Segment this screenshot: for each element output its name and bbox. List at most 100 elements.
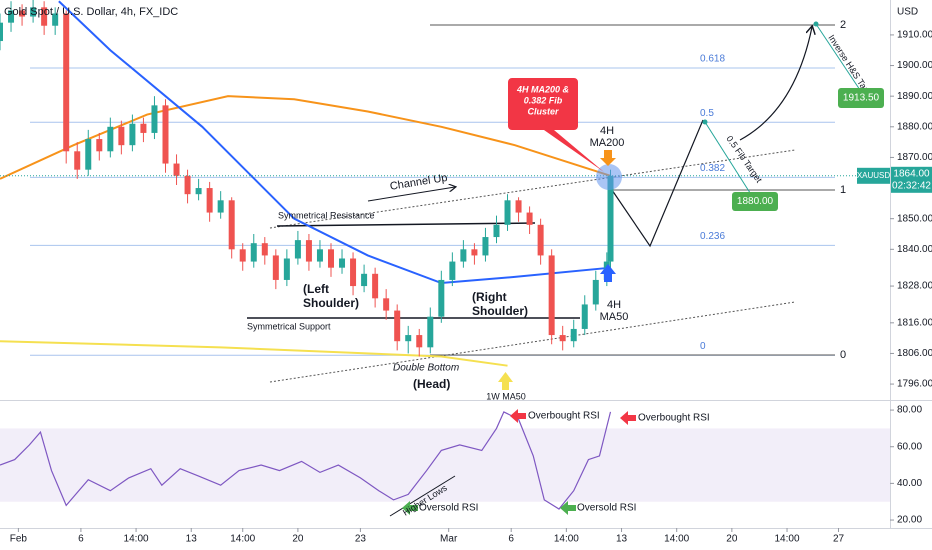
target-line bbox=[704, 121, 753, 197]
candle-body bbox=[74, 151, 81, 170]
channel-bottom bbox=[269, 301, 796, 383]
target-box bbox=[732, 192, 778, 211]
x-tick-label: Mar bbox=[440, 534, 458, 545]
annotation: Overbought RSI bbox=[638, 413, 710, 424]
annotation: Double Bottom bbox=[393, 363, 459, 374]
annotation: (Right bbox=[472, 290, 507, 304]
y-tick-label: 1816.00 bbox=[897, 317, 932, 328]
callout-text: Cluster bbox=[527, 106, 559, 116]
candle-body bbox=[438, 279, 445, 317]
x-tick-label: 23 bbox=[355, 534, 367, 545]
channel-arrow bbox=[367, 187, 455, 202]
candle-body bbox=[140, 123, 147, 133]
candle-body bbox=[206, 188, 213, 213]
candle-body bbox=[261, 243, 268, 256]
target-point bbox=[702, 119, 708, 125]
candle-body bbox=[96, 139, 103, 152]
rsi-line bbox=[0, 411, 612, 510]
annotation: Oversold RSI bbox=[419, 503, 478, 514]
candle-body bbox=[239, 249, 246, 262]
target-box bbox=[838, 88, 884, 108]
annotation: Overbought RSI bbox=[528, 411, 600, 422]
price-box bbox=[891, 166, 932, 193]
target-line bbox=[815, 23, 861, 91]
cluster-callout bbox=[508, 78, 604, 172]
target-label: 1913.50 bbox=[843, 93, 880, 104]
candle-body bbox=[85, 139, 92, 170]
candle-body bbox=[0, 22, 3, 42]
cluster-circle bbox=[596, 164, 622, 190]
countdown-label: 02:32:42 bbox=[892, 180, 931, 191]
candle-body bbox=[272, 255, 279, 280]
y-tick-label: 1880.00 bbox=[897, 121, 932, 132]
moving-average bbox=[58, 0, 611, 285]
x-tick-label: 6 bbox=[508, 534, 514, 545]
x-tick-label: 6 bbox=[78, 534, 84, 545]
candle-body bbox=[383, 298, 390, 311]
candle-body bbox=[482, 237, 489, 256]
ma50-arrow bbox=[600, 264, 616, 282]
fib-label: 0.5 bbox=[700, 108, 714, 119]
x-tick-label: 14:00 bbox=[554, 534, 579, 545]
axes: 1796.00 1806.00 1816.00 1828.00 1840.00 1850.… bbox=[10, 30, 932, 545]
fib-label: 0.618 bbox=[700, 54, 725, 65]
symbol-box bbox=[857, 167, 890, 184]
candle-body bbox=[41, 7, 48, 26]
candle-body bbox=[607, 175, 614, 262]
candle-body bbox=[570, 328, 577, 342]
candle-body bbox=[394, 310, 401, 342]
fib-label: 0.382 bbox=[700, 163, 725, 174]
candle-body bbox=[283, 258, 290, 280]
annotation: 1W MA50 bbox=[486, 391, 526, 401]
rsi-pane bbox=[0, 428, 890, 502]
annotation: (Left bbox=[303, 282, 329, 296]
price-label: 1864.00 bbox=[893, 168, 930, 179]
annotation: Symmetrical Support bbox=[247, 321, 331, 331]
candle-body bbox=[515, 200, 522, 213]
projection-arrow bbox=[739, 27, 812, 141]
x-tick-label: 13 bbox=[616, 534, 628, 545]
higher-lows-line bbox=[389, 475, 456, 517]
x-tick-label: 13 bbox=[186, 534, 198, 545]
annotation: 4H bbox=[600, 125, 614, 137]
y-axis-label: USD bbox=[897, 7, 918, 18]
candle-body bbox=[471, 249, 478, 256]
w-ma50-arrow bbox=[498, 372, 513, 390]
candle-body bbox=[339, 258, 346, 268]
candle-body bbox=[427, 316, 434, 348]
candle-body bbox=[559, 335, 566, 342]
candle-body bbox=[184, 175, 191, 195]
candle-body bbox=[129, 123, 136, 146]
sym-resistance-line bbox=[276, 222, 536, 227]
candle-body bbox=[19, 10, 26, 17]
target-point bbox=[813, 21, 819, 27]
candle-body bbox=[217, 200, 224, 213]
y-tick-label: 1796.00 bbox=[897, 379, 932, 390]
x-tick-label: 20 bbox=[726, 534, 738, 545]
candle-body bbox=[8, 10, 15, 23]
fib-label: 0.236 bbox=[700, 231, 725, 242]
candle-body bbox=[195, 188, 202, 195]
candle-body bbox=[151, 105, 158, 133]
annotation: Shoulder) bbox=[472, 304, 528, 318]
candle-body bbox=[581, 304, 588, 329]
candle-body bbox=[294, 240, 301, 259]
y-tick-label: 1806.00 bbox=[897, 348, 932, 359]
ma200-arrow bbox=[600, 150, 616, 166]
oversold-arrow bbox=[402, 501, 418, 515]
candle-body bbox=[162, 105, 169, 164]
candle-body bbox=[416, 335, 423, 348]
candle-body bbox=[372, 273, 379, 299]
moving-average bbox=[0, 340, 508, 367]
y-tick-label: 60.00 bbox=[897, 441, 922, 452]
y-tick-label: 1890.00 bbox=[897, 91, 932, 102]
x-tick-label: 14:00 bbox=[230, 534, 255, 545]
annotation: Oversold RSI bbox=[577, 503, 636, 514]
candle-body bbox=[460, 249, 467, 262]
level-label: 0 bbox=[840, 349, 846, 361]
y-tick-label: 1828.00 bbox=[897, 281, 932, 292]
y-tick-label: 80.00 bbox=[897, 405, 922, 416]
x-tick-label: 27 bbox=[833, 534, 845, 545]
candle-body bbox=[63, 13, 70, 152]
